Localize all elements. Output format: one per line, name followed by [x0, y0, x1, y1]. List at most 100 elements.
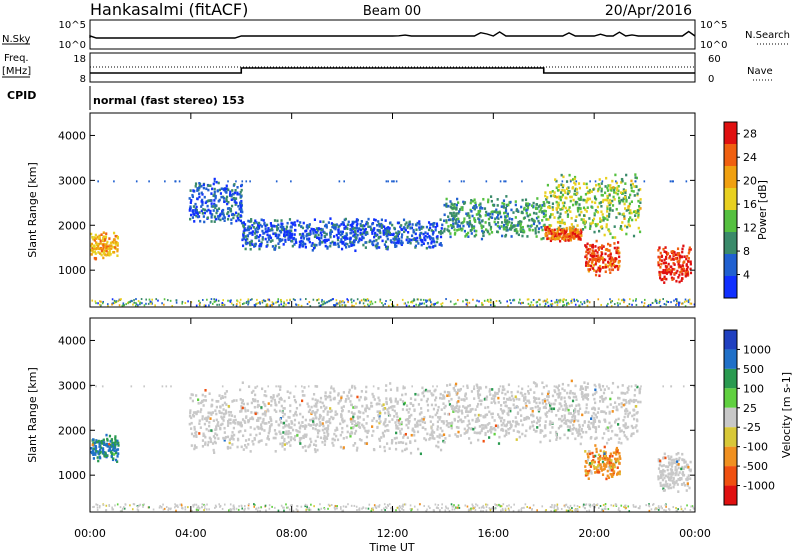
- power-noise-cell: [259, 302, 261, 305]
- power-cell: [639, 201, 642, 205]
- power-cell: [365, 222, 368, 226]
- power-cell: [351, 225, 354, 229]
- velocity-cell: [581, 413, 584, 417]
- power-cell: [324, 241, 327, 244]
- velocity-cell: [255, 433, 258, 437]
- velocity-cell: [319, 423, 323, 426]
- power-cell: [514, 216, 517, 219]
- power-cell: [589, 224, 592, 228]
- power-cell: [204, 201, 207, 205]
- nsearch-lo-label: 10^0: [700, 40, 727, 51]
- power-artefact-cell: [245, 180, 248, 183]
- velocity-cell: [585, 403, 588, 406]
- velocity-cell: [386, 408, 389, 411]
- power-cell: [597, 246, 600, 250]
- power-cell: [542, 237, 545, 240]
- power-cell: [424, 234, 427, 238]
- velocity-cell: [215, 405, 218, 409]
- velocity-cell: [334, 410, 337, 414]
- velocity-cell: [307, 405, 310, 408]
- velocity-cell: [578, 425, 581, 429]
- velocity-cell: [423, 389, 426, 393]
- power-cell: [482, 197, 485, 201]
- power-cell: [237, 212, 240, 216]
- power-cell: [559, 208, 562, 211]
- power-cell: [467, 231, 470, 235]
- power-cell: [438, 230, 441, 234]
- power-cell: [568, 235, 571, 238]
- power-cell: [558, 215, 561, 218]
- power-cell: [508, 217, 511, 221]
- velocity-cell: [401, 441, 405, 445]
- velocity-cell: [437, 405, 440, 409]
- power-cell: [116, 254, 119, 258]
- velocity-cell: [521, 423, 524, 427]
- velocity-cell: [390, 441, 394, 445]
- power-cell: [614, 173, 617, 177]
- power-cell: [547, 231, 550, 234]
- velocity-cell: [491, 412, 494, 416]
- power-colorbar-swatch: [724, 210, 737, 232]
- velocity-cell: [229, 411, 233, 414]
- velocity-cell: [610, 424, 613, 428]
- power-noise-cell: [571, 298, 573, 301]
- power-cell: [670, 250, 673, 254]
- power-cell: [622, 199, 625, 203]
- velocity-cell: [235, 399, 238, 402]
- power-artefact-cell: [392, 180, 395, 183]
- power-noise-cell: [563, 303, 566, 306]
- velocity-cell: [351, 417, 354, 421]
- velocity-cell: [448, 391, 451, 394]
- power-cell: [570, 230, 573, 234]
- velocity-cell: [421, 420, 424, 424]
- velocity-cell: [525, 404, 528, 408]
- power-artefact-cell: [503, 180, 505, 183]
- velocity-cell: [393, 409, 396, 413]
- power-cell: [299, 221, 302, 224]
- power-cell: [501, 234, 504, 238]
- velocity-cell: [635, 418, 639, 422]
- velocity-cell: [432, 423, 435, 426]
- power-cell: [211, 187, 214, 191]
- velocity-cell: [618, 427, 621, 430]
- power-cell: [309, 229, 312, 233]
- power-cell: [672, 253, 675, 257]
- power-cell: [501, 201, 504, 205]
- velocity-cell: [524, 434, 527, 438]
- velocity-cell: [278, 401, 281, 404]
- velocity-cell: [497, 425, 500, 429]
- power-noise-cell: [570, 300, 573, 303]
- power-cell: [241, 244, 245, 248]
- power-noise-cell: [203, 304, 206, 307]
- velocity-cell: [378, 421, 381, 425]
- power-cell: [371, 240, 374, 244]
- velocity-cell: [354, 429, 358, 433]
- power-cell: [282, 225, 285, 229]
- power-cell: [366, 232, 369, 236]
- power-noise-cell: [366, 298, 369, 301]
- velocity-cell: [314, 427, 317, 431]
- power-cell: [598, 258, 601, 262]
- power-cell: [494, 223, 497, 226]
- power-noise-cell: [236, 300, 239, 303]
- velocity-cell: [333, 389, 336, 393]
- power-cell: [618, 212, 621, 216]
- velocity-cell: [410, 433, 413, 437]
- power-cell: [263, 231, 266, 235]
- velocity-cell: [294, 400, 298, 404]
- velocity-cell: [321, 428, 324, 432]
- power-cell: [637, 215, 640, 219]
- velocity-cell: [550, 407, 553, 411]
- power-cell: [544, 234, 547, 238]
- velocity-cell: [519, 408, 522, 412]
- power-cell: [561, 237, 564, 240]
- power-cell: [593, 196, 597, 200]
- velocity-cell: [502, 429, 505, 432]
- power-cell: [537, 215, 540, 219]
- power-cell: [489, 195, 493, 198]
- power-cell: [93, 250, 96, 254]
- velocity-cell: [573, 419, 576, 423]
- power-noise-cell: [132, 303, 134, 306]
- power-cell: [688, 249, 691, 253]
- velocity-cell: [252, 399, 255, 403]
